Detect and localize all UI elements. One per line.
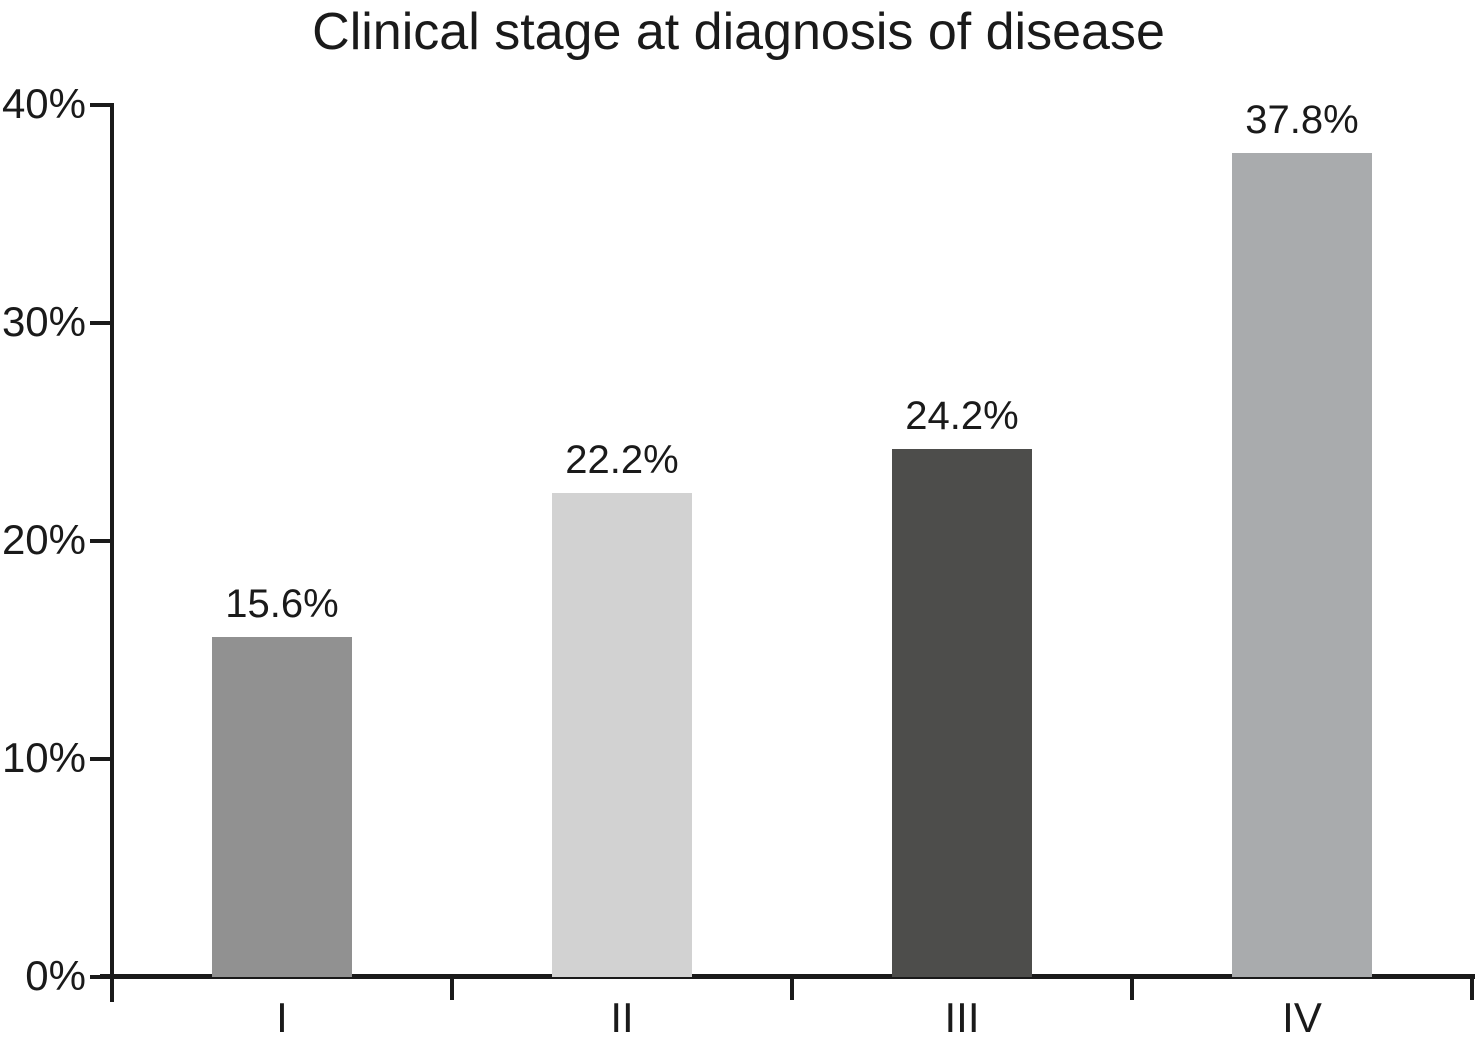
bar-I bbox=[212, 636, 352, 977]
x-axis-tick bbox=[1470, 974, 1474, 1000]
y-tick-label: 20% bbox=[1, 516, 86, 563]
x-axis-tick bbox=[110, 974, 114, 1000]
y-axis-tick bbox=[90, 321, 112, 325]
bar-value-label-II: 22.2% bbox=[565, 438, 679, 483]
category-label-III: III bbox=[944, 994, 980, 1041]
chart-title: Clinical stage at diagnosis of disease bbox=[312, 3, 1165, 61]
x-axis-tick bbox=[790, 974, 794, 1000]
bar-III bbox=[892, 449, 1032, 977]
y-axis-tick bbox=[90, 975, 112, 979]
bar-value-label-III: 24.2% bbox=[905, 394, 1019, 439]
category-label-II: II bbox=[610, 994, 634, 1041]
x-axis-line bbox=[100, 974, 1475, 979]
y-axis-tick bbox=[90, 757, 112, 761]
bar-value-label-I: 15.6% bbox=[225, 581, 339, 626]
y-axis-tick bbox=[90, 539, 112, 543]
x-axis-tick bbox=[1130, 974, 1134, 1000]
category-label-I: I bbox=[276, 994, 288, 1041]
y-tick-label: 10% bbox=[1, 734, 86, 781]
y-tick-label: 40% bbox=[1, 80, 86, 127]
y-axis-tick bbox=[90, 103, 112, 107]
category-label-IV: IV bbox=[1282, 994, 1322, 1041]
y-axis-line bbox=[110, 103, 114, 1002]
bar-IV bbox=[1232, 152, 1372, 977]
x-axis-tick bbox=[450, 974, 454, 1000]
y-tick-label: 0% bbox=[25, 952, 86, 999]
y-tick-label: 30% bbox=[1, 298, 86, 345]
bar-value-label-IV: 37.8% bbox=[1245, 97, 1359, 142]
bar-II bbox=[552, 493, 692, 977]
